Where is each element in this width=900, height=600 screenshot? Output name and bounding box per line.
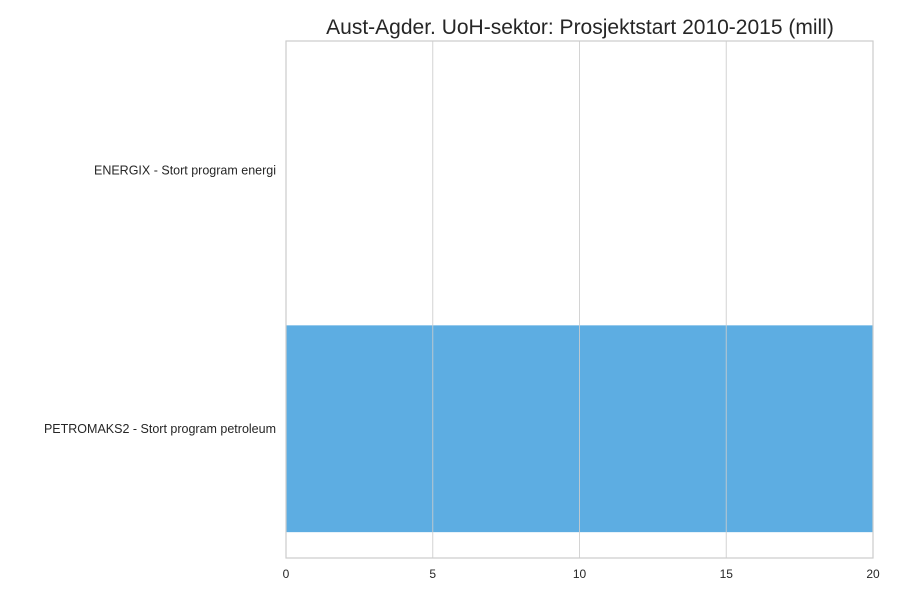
x-tick-label: 5	[429, 567, 436, 581]
x-tick-label: 10	[573, 567, 587, 581]
x-tick-label: 20	[866, 567, 880, 581]
plot-area: 0 5 10 15 20 ENERGIX - Stort program energi PE…	[44, 40, 880, 581]
chart-title: Aust-Agder. UoH-sektor: Prosjektstart 20…	[326, 16, 834, 39]
y-category-label: PETROMAKS2 - Stort program petroleum	[44, 422, 276, 436]
x-tick-label: 0	[283, 567, 290, 581]
plot-border	[285, 40, 874, 559]
x-tick-label: 15	[720, 567, 734, 581]
y-category-label: ENERGIX - Stort program energi	[94, 163, 276, 177]
